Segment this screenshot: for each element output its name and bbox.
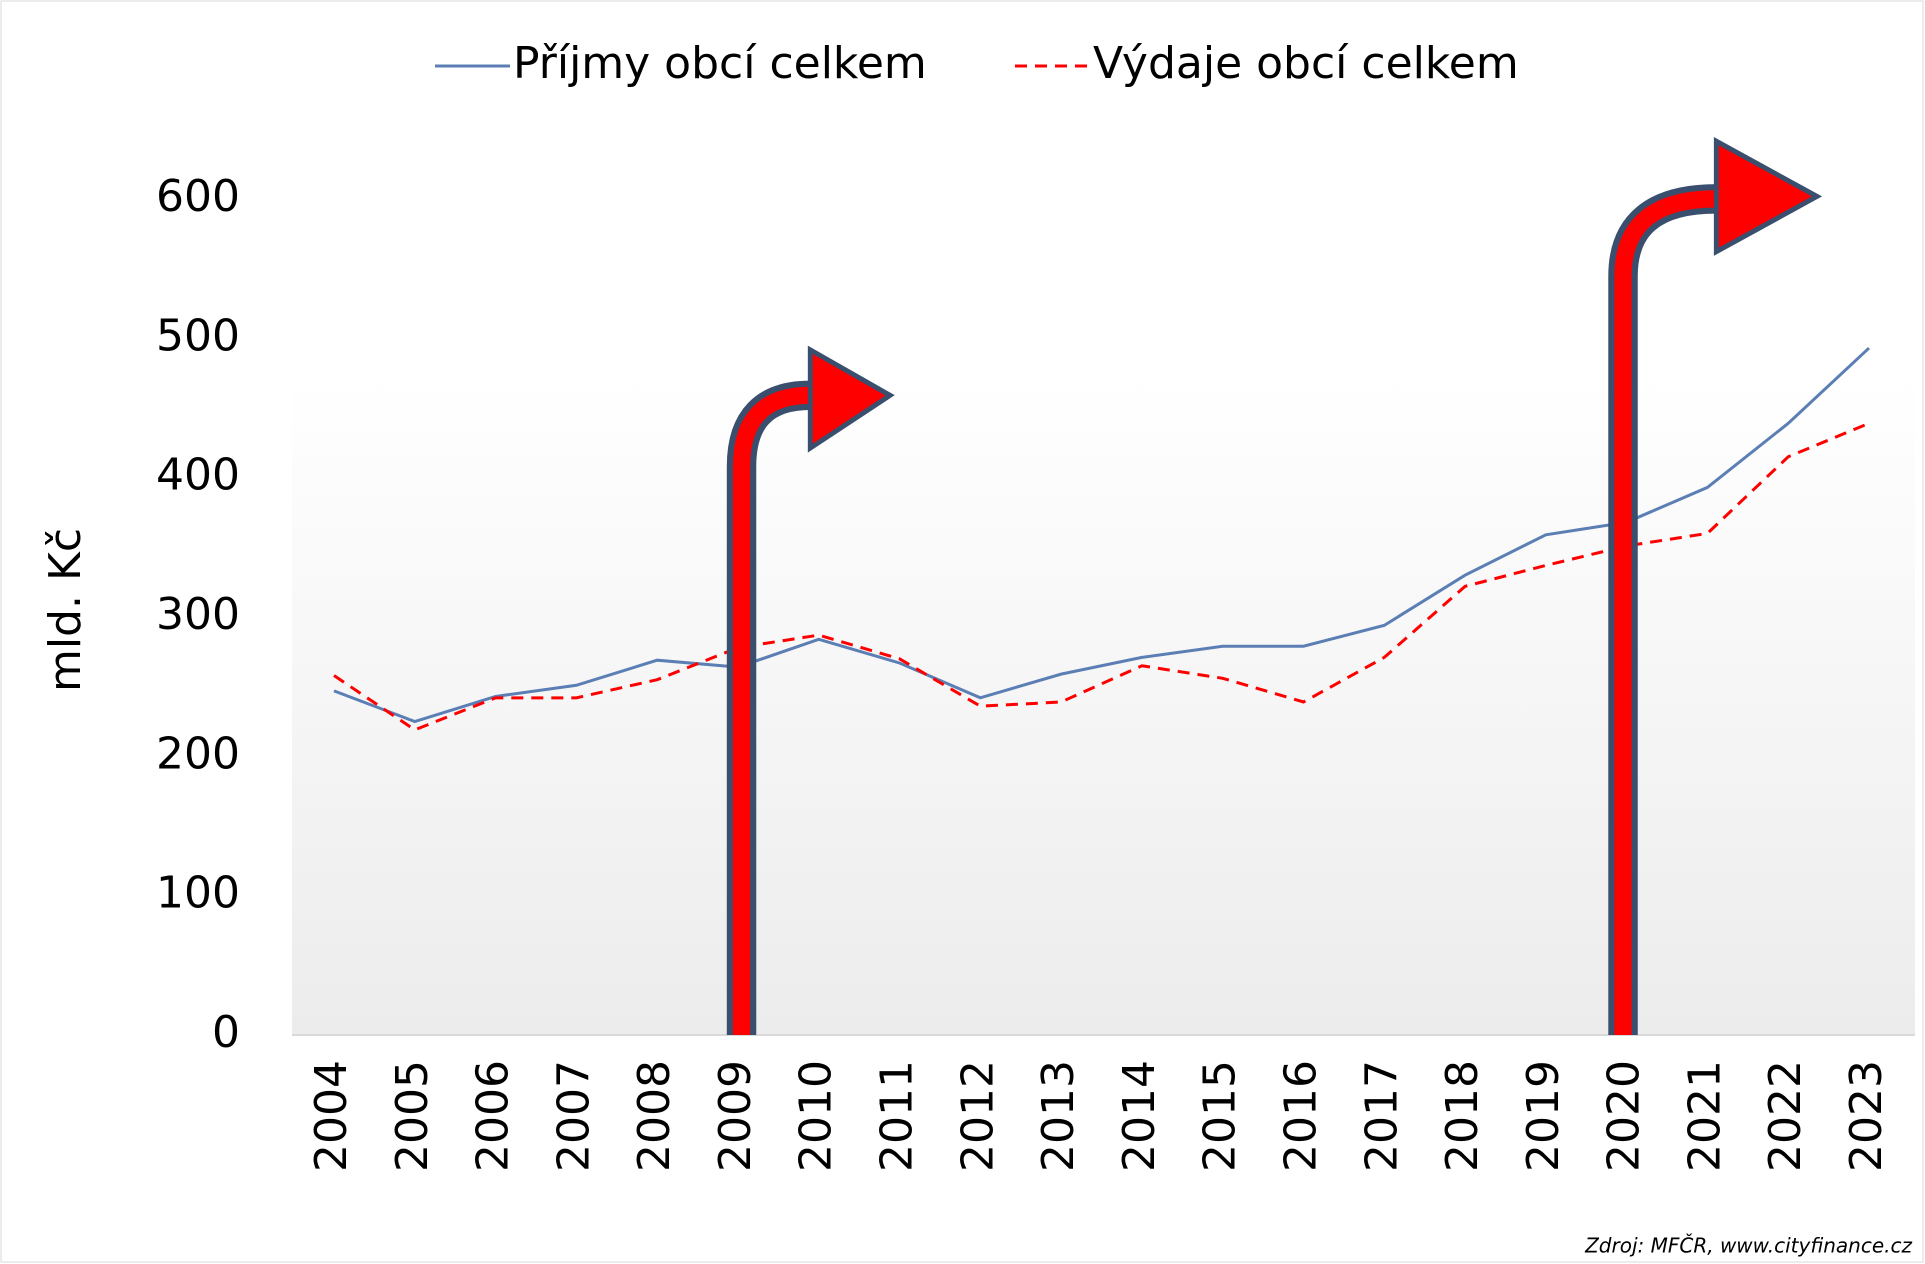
x-tick-label: 2019 xyxy=(1518,1060,1569,1172)
y-tick-label: 300 xyxy=(156,589,240,640)
x-tick-label: 2010 xyxy=(791,1060,842,1172)
arrow-shaft xyxy=(1614,190,1717,1035)
arrow-head xyxy=(807,345,895,453)
arrow-head xyxy=(1713,137,1823,256)
x-tick-label: 2011 xyxy=(872,1060,923,1172)
arrow-shaft xyxy=(732,386,811,1035)
arrows xyxy=(726,137,1823,1035)
x-tick-label: 2009 xyxy=(710,1060,761,1172)
x-tick-label: 2023 xyxy=(1841,1060,1892,1172)
x-tick-label: 2012 xyxy=(952,1060,1003,1172)
source: Zdroj: MFČR, www.cityfinance.cz xyxy=(1584,1234,1912,1258)
y-tick-label: 600 xyxy=(156,171,240,222)
y-tick-label: 100 xyxy=(156,868,240,919)
x-tick-label: 2013 xyxy=(1033,1060,1084,1172)
x-tick-label: 2020 xyxy=(1599,1060,1650,1172)
x-tick-label: 2016 xyxy=(1275,1060,1326,1172)
x-tick-label: 2018 xyxy=(1437,1060,1488,1172)
plot-background xyxy=(292,375,1915,1035)
legend-label: Příjmy obcí celkem xyxy=(513,38,927,89)
x-tick-label: 2006 xyxy=(468,1060,519,1172)
x-tick-label: 2014 xyxy=(1114,1060,1165,1172)
y-tick-label: 0 xyxy=(212,1007,240,1058)
x-tick-label: 2004 xyxy=(306,1060,357,1172)
x-tick-label: 2021 xyxy=(1679,1060,1730,1172)
y-tick-label: 200 xyxy=(156,728,240,779)
y-tick-label: 400 xyxy=(156,450,240,501)
x-tick-label: 2017 xyxy=(1356,1060,1407,1172)
x-tick-label: 2022 xyxy=(1760,1060,1811,1172)
legend-label: Výdaje obcí celkem xyxy=(1093,38,1519,89)
x-tick-label: 2007 xyxy=(548,1060,599,1172)
y-axis-label: mld. Kč xyxy=(40,528,91,692)
x-tick-label: 2008 xyxy=(629,1060,680,1172)
x-tick-label: 2005 xyxy=(387,1060,438,1172)
y-tick-label: 500 xyxy=(156,310,240,361)
x-tick-label: 2015 xyxy=(1195,1060,1246,1172)
